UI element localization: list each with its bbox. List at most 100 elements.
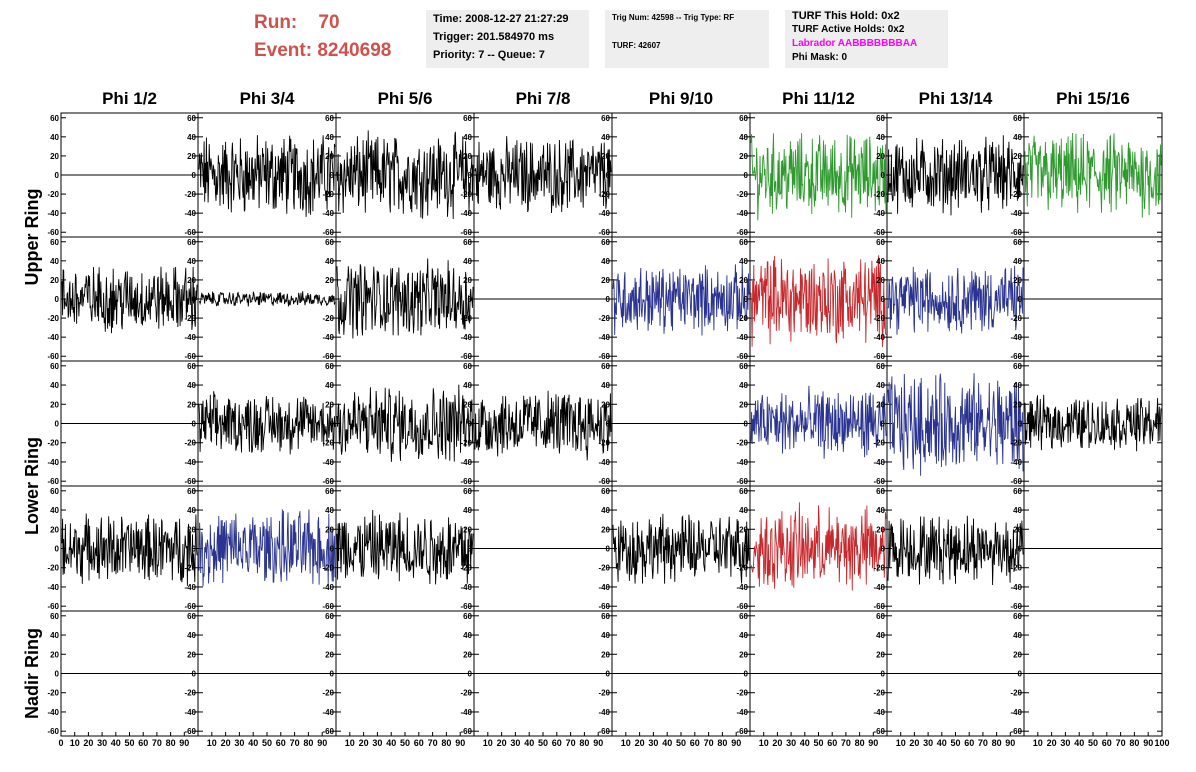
x-tick-label: 30 — [234, 738, 244, 748]
y-tick-label: -20 — [47, 314, 59, 323]
y-tick-label: 40 — [463, 257, 472, 266]
y-tick-label: -40 — [184, 209, 196, 218]
y-tick-label: -20 — [598, 190, 610, 199]
x-tick-label: 30 — [923, 738, 933, 748]
y-tick-label: 0 — [881, 670, 886, 679]
turf-text: TURF: 42607 — [612, 41, 661, 50]
x-tick-label: 40 — [937, 738, 947, 748]
y-tick-label: 60 — [876, 612, 885, 621]
x-tick-label: 60 — [1102, 738, 1112, 748]
y-tick-label: 0 — [744, 420, 749, 429]
y-tick-label: -20 — [460, 439, 472, 448]
column-title: Phi 5/6 — [378, 89, 433, 108]
column-title: Phi 13/14 — [919, 89, 993, 108]
y-tick-label: -20 — [1010, 314, 1022, 323]
x-tick-label: 50 — [813, 738, 823, 748]
y-tick-label: -20 — [184, 439, 196, 448]
y-tick-label: 0 — [468, 545, 473, 554]
y-tick-label: 60 — [50, 238, 59, 247]
y-tick-label: 0 — [606, 295, 611, 304]
y-tick-label: -20 — [460, 190, 472, 199]
y-tick-label: 40 — [50, 631, 59, 640]
y-tick-label: -60 — [460, 228, 472, 237]
y-tick-label: -20 — [47, 190, 59, 199]
y-tick-label: 0 — [330, 171, 335, 180]
y-tick-label: -20 — [598, 439, 610, 448]
y-tick-label: 60 — [739, 114, 748, 123]
y-tick-label: 0 — [55, 545, 60, 554]
y-tick-label: 20 — [463, 525, 472, 534]
y-tick-label: 60 — [325, 612, 334, 621]
y-tick-label: 40 — [325, 257, 334, 266]
y-tick-label: 40 — [187, 257, 196, 266]
y-tick-label: 40 — [739, 506, 748, 515]
y-tick-label: 40 — [463, 631, 472, 640]
labrador-text: Labrador AABBBBBBBAA — [792, 38, 918, 49]
waveform-line — [336, 509, 474, 585]
y-tick-label: 40 — [601, 381, 610, 390]
y-tick-label: -60 — [873, 352, 885, 361]
x-tick-label: 10 — [345, 738, 355, 748]
x-tick-label: 80 — [303, 738, 313, 748]
y-tick-label: -40 — [736, 708, 748, 717]
y-tick-label: -20 — [598, 314, 610, 323]
y-tick-label: 40 — [739, 133, 748, 142]
y-tick-label: -20 — [460, 564, 472, 573]
waveform-line — [750, 385, 887, 459]
y-tick-label: 20 — [1013, 650, 1022, 659]
y-tick-label: 20 — [1013, 400, 1022, 409]
waveform-line — [198, 291, 336, 307]
y-tick-label: 60 — [876, 362, 885, 371]
x-tick-label: 20 — [635, 738, 645, 748]
x-tick-label: 60 — [138, 738, 148, 748]
y-tick-label: 60 — [187, 362, 196, 371]
y-tick-label: 0 — [606, 420, 611, 429]
x-tick-label: 100 — [1154, 738, 1169, 748]
y-tick-label: 60 — [601, 238, 610, 247]
x-tick-label: 20 — [221, 738, 231, 748]
y-tick-label: -40 — [1010, 458, 1022, 467]
y-tick-label: 20 — [187, 650, 196, 659]
y-tick-label: 20 — [739, 650, 748, 659]
y-tick-label: 0 — [744, 545, 749, 554]
y-tick-label: 20 — [325, 276, 334, 285]
y-tick-label: 20 — [601, 525, 610, 534]
x-tick-label: 70 — [290, 738, 300, 748]
y-tick-label: 40 — [325, 133, 334, 142]
y-tick-label: 0 — [1018, 545, 1023, 554]
y-tick-label: 20 — [325, 525, 334, 534]
x-tick-label: 30 — [648, 738, 658, 748]
y-tick-label: 0 — [192, 420, 197, 429]
y-tick-label: -40 — [873, 708, 885, 717]
waveform-line — [887, 515, 1024, 586]
y-tick-label: 60 — [1013, 238, 1022, 247]
y-tick-label: -40 — [873, 209, 885, 218]
y-tick-label: 60 — [1013, 487, 1022, 496]
x-tick-label: 70 — [152, 738, 162, 748]
waveform-line — [336, 384, 474, 462]
x-tick-label: 30 — [786, 738, 796, 748]
x-tick-label: 40 — [111, 738, 121, 748]
y-tick-label: 20 — [739, 276, 748, 285]
y-tick-label: -40 — [873, 333, 885, 342]
y-tick-label: -60 — [322, 352, 334, 361]
y-tick-label: 40 — [325, 381, 334, 390]
y-tick-label: -40 — [47, 708, 59, 717]
y-tick-label: 20 — [601, 650, 610, 659]
x-tick-label: 60 — [414, 738, 424, 748]
waveform-line — [887, 373, 1024, 476]
x-tick-label: 10 — [70, 738, 80, 748]
row-label: Upper Ring — [22, 189, 42, 286]
x-tick-label: 0 — [58, 738, 63, 748]
column-title: Phi 15/16 — [1056, 89, 1130, 108]
x-tick-label: 90 — [317, 738, 327, 748]
y-tick-label: -40 — [322, 583, 334, 592]
y-tick-label: -20 — [873, 190, 885, 199]
y-tick-label: 20 — [739, 525, 748, 534]
waveform-line — [1024, 394, 1162, 452]
x-tick-label: 80 — [717, 738, 727, 748]
y-tick-label: 40 — [50, 506, 59, 515]
y-tick-label: 60 — [50, 362, 59, 371]
waveform-line — [887, 265, 1024, 335]
